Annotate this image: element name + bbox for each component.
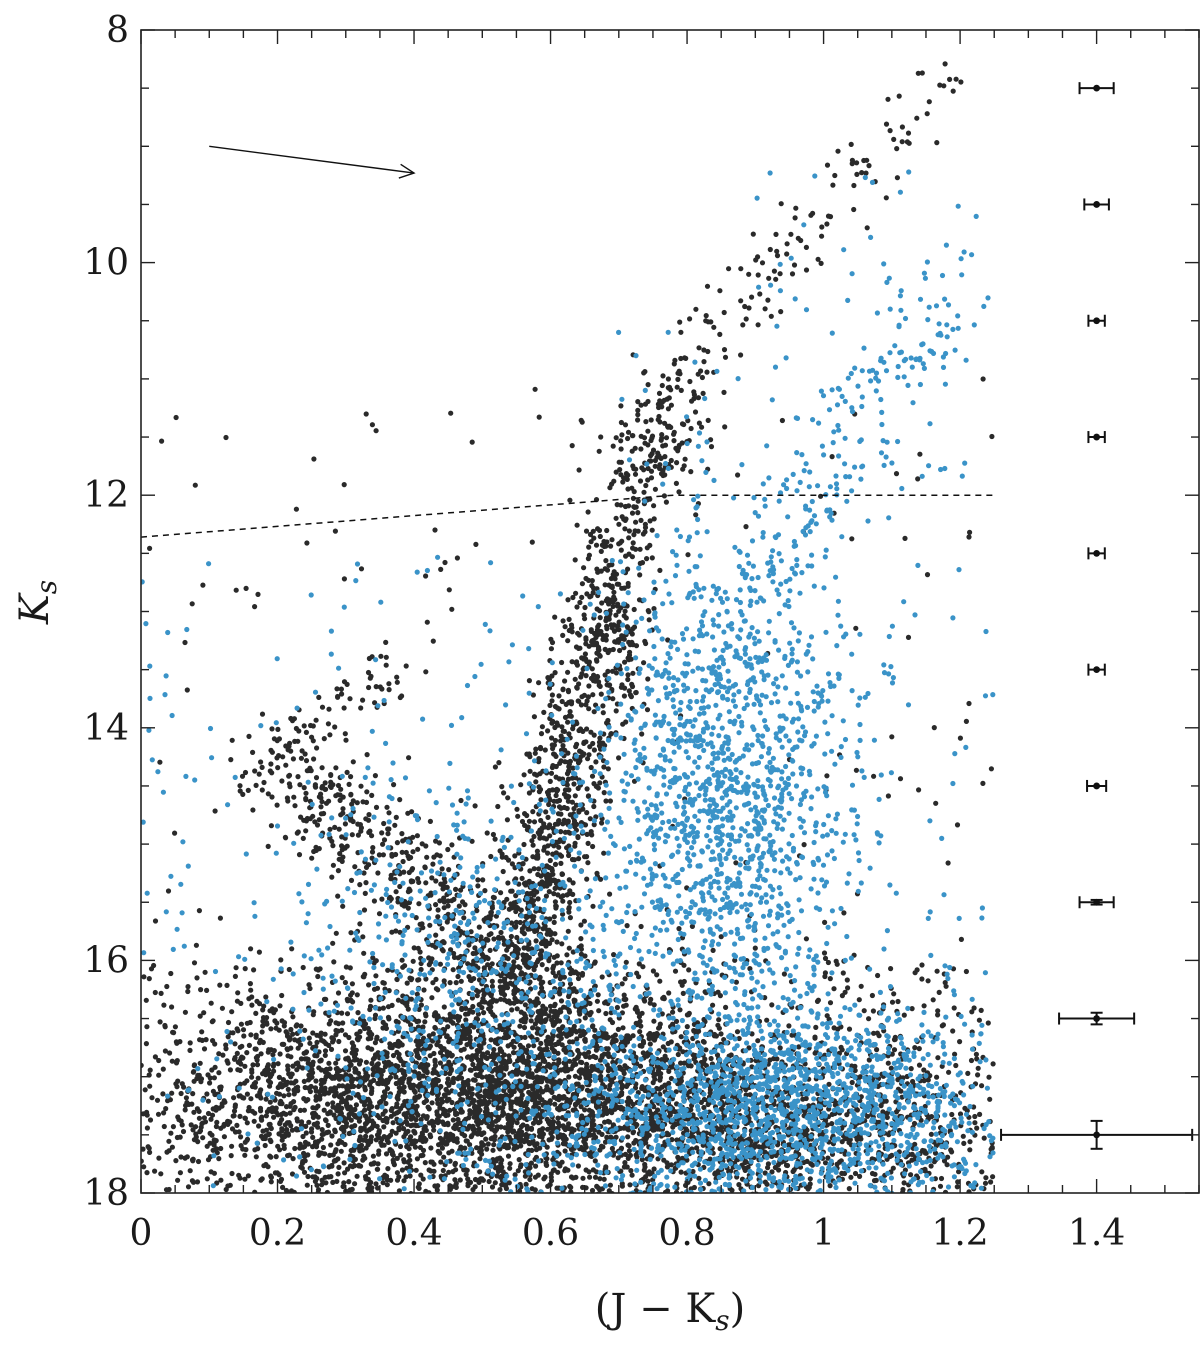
x-tick-label: 0.8 bbox=[658, 1213, 715, 1254]
x-tick-label: 0.6 bbox=[522, 1213, 579, 1254]
error-bar-2 bbox=[1083, 198, 1110, 211]
error-bar-5 bbox=[1087, 547, 1106, 560]
scatter-series-2 bbox=[141, 169, 996, 1193]
error-bar-10 bbox=[1000, 1119, 1194, 1150]
y-tick-label: 12 bbox=[83, 475, 129, 516]
x-tick-label: 0.4 bbox=[385, 1213, 442, 1254]
x-tick-label: 1.2 bbox=[931, 1213, 988, 1254]
scatter-series-1 bbox=[141, 61, 996, 1193]
x-tick-label: 1 bbox=[812, 1213, 835, 1254]
y-tick-label: 16 bbox=[83, 940, 129, 981]
x-tick-labels: 0 0.2 0.4 0.6 0.8 1 1.2 1.4 bbox=[130, 1213, 1126, 1254]
y-tick-labels: 8 10 12 14 16 18 bbox=[83, 10, 129, 1214]
x-tick-label: 0.2 bbox=[249, 1213, 306, 1254]
axis-ticks bbox=[140, 29, 1200, 1194]
chart-overlays bbox=[141, 82, 1194, 1150]
error-bar-9 bbox=[1058, 1011, 1136, 1026]
error-bar-7 bbox=[1086, 779, 1108, 792]
y-tick-label: 8 bbox=[106, 10, 129, 51]
error-bar-4 bbox=[1087, 431, 1106, 444]
x-tick-label: 0 bbox=[130, 1213, 153, 1254]
y-axis-title: Ks bbox=[12, 580, 63, 625]
error-bar-8 bbox=[1078, 896, 1115, 909]
dashed-limit-line bbox=[141, 494, 995, 538]
y-tick-label: 10 bbox=[83, 243, 129, 284]
error-bar-6 bbox=[1087, 663, 1106, 676]
reddening-arrow bbox=[209, 145, 416, 179]
x-tick-label: 1.4 bbox=[1068, 1213, 1125, 1254]
scatter-points bbox=[141, 61, 996, 1193]
y-tick-label: 18 bbox=[83, 1173, 129, 1214]
y-tick-label: 14 bbox=[83, 708, 129, 749]
error-bar-1 bbox=[1078, 82, 1115, 95]
error-bar-3 bbox=[1087, 314, 1106, 327]
x-axis-title: (J − Ks) bbox=[595, 1286, 745, 1337]
